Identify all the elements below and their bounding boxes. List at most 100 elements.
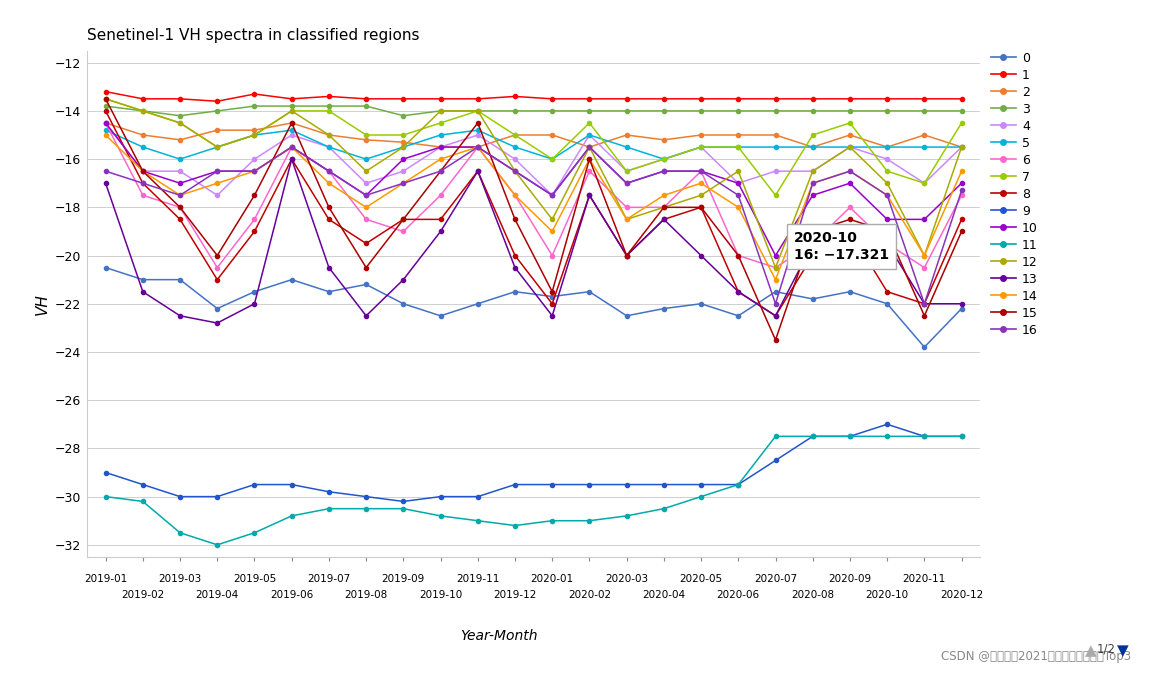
9 (657, 481, 670, 489)
Text: 1/2: 1/2 (1097, 642, 1116, 655)
6 (619, 203, 633, 211)
12 (434, 107, 448, 115)
3 (769, 107, 783, 115)
Line: 11: 11 (103, 434, 964, 547)
3 (99, 102, 113, 110)
Text: 2019-05: 2019-05 (233, 574, 276, 584)
4 (508, 155, 522, 163)
7 (173, 119, 187, 127)
3 (731, 107, 745, 115)
7 (360, 131, 374, 139)
10 (694, 167, 708, 176)
16 (508, 167, 522, 176)
0 (955, 304, 969, 313)
4 (173, 167, 187, 176)
10 (322, 167, 336, 176)
15 (843, 215, 857, 223)
14 (247, 167, 261, 176)
13 (769, 312, 783, 320)
5 (322, 143, 336, 151)
8 (508, 252, 522, 260)
3 (360, 102, 374, 110)
6 (99, 119, 113, 127)
2 (657, 136, 670, 144)
Text: 2020-01: 2020-01 (530, 574, 574, 584)
5 (806, 143, 820, 151)
9 (545, 481, 559, 489)
7 (322, 107, 336, 115)
3 (397, 111, 411, 119)
8 (582, 191, 596, 199)
Text: 2020-10
16: −​17.321: 2020-10 16: −​17.321 (795, 232, 890, 262)
3 (955, 107, 969, 115)
14 (434, 155, 448, 163)
15 (284, 119, 298, 127)
6 (545, 252, 559, 260)
9 (322, 488, 336, 496)
13 (880, 240, 894, 248)
0 (769, 288, 783, 296)
6 (247, 215, 261, 223)
12 (136, 107, 150, 115)
4 (769, 167, 783, 176)
15 (880, 227, 894, 236)
Line: 14: 14 (103, 133, 964, 281)
7 (210, 143, 224, 151)
16 (397, 179, 411, 187)
13 (322, 263, 336, 271)
1 (545, 95, 559, 103)
6 (880, 240, 894, 248)
1 (955, 95, 969, 103)
0 (508, 288, 522, 296)
2 (694, 131, 708, 139)
13 (284, 155, 298, 163)
4 (434, 143, 448, 151)
4 (619, 167, 633, 176)
10 (136, 167, 150, 176)
10 (657, 167, 670, 176)
16 (173, 191, 187, 199)
Line: 1: 1 (103, 90, 964, 103)
6 (582, 167, 596, 176)
6 (210, 263, 224, 271)
11 (136, 497, 150, 506)
3 (694, 107, 708, 115)
13 (657, 215, 670, 223)
4 (360, 179, 374, 187)
1 (173, 95, 187, 103)
8 (694, 203, 708, 211)
Text: 2019-02: 2019-02 (121, 590, 165, 600)
12 (173, 119, 187, 127)
13 (582, 191, 596, 199)
4 (284, 131, 298, 139)
11 (955, 432, 969, 440)
13 (434, 227, 448, 236)
12 (397, 143, 411, 151)
13 (545, 312, 559, 320)
3 (210, 107, 224, 115)
11 (471, 516, 485, 524)
5 (731, 143, 745, 151)
Text: 2020-04: 2020-04 (643, 590, 686, 600)
12 (471, 107, 485, 115)
8 (322, 215, 336, 223)
0 (843, 288, 857, 296)
6 (434, 191, 448, 199)
2 (955, 143, 969, 151)
1 (360, 95, 374, 103)
8 (918, 300, 931, 308)
14 (619, 215, 633, 223)
7 (955, 119, 969, 127)
12 (806, 167, 820, 176)
13 (955, 300, 969, 308)
0 (360, 280, 374, 288)
1 (508, 92, 522, 101)
1 (471, 95, 485, 103)
8 (284, 155, 298, 163)
12 (955, 143, 969, 151)
9 (284, 481, 298, 489)
10 (99, 119, 113, 127)
14 (582, 155, 596, 163)
10 (843, 179, 857, 187)
3 (843, 107, 857, 115)
